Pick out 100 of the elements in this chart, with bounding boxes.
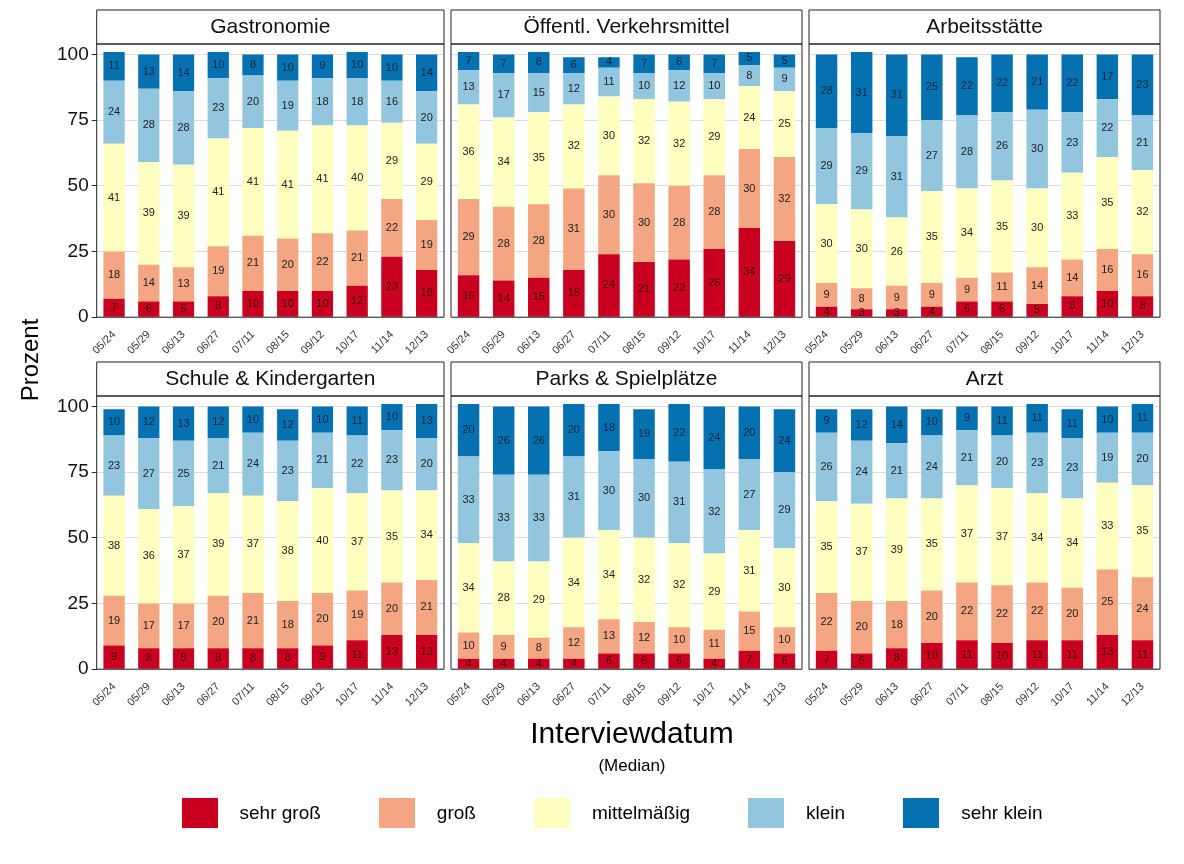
- bar: [956, 301, 978, 317]
- bar: [956, 114, 978, 189]
- data-label: 12: [351, 294, 364, 307]
- bar: [103, 298, 125, 317]
- data-label: 10: [708, 79, 721, 92]
- legend-label: sehr klein: [961, 802, 1043, 824]
- data-label: 20: [1066, 607, 1079, 620]
- data-label: 22: [820, 614, 833, 627]
- bar: [416, 54, 438, 92]
- bar: [956, 57, 978, 115]
- data-label: 38: [281, 544, 294, 557]
- data-label: 24: [1136, 601, 1149, 614]
- bar: [277, 600, 299, 649]
- bar: [850, 600, 873, 654]
- y-tick-label: 100: [57, 42, 89, 64]
- data-label: 30: [855, 241, 868, 254]
- bar: [381, 256, 403, 317]
- data-label: 38: [107, 538, 121, 551]
- data-label: 28: [673, 215, 686, 228]
- data-label: 10: [385, 60, 399, 73]
- data-label: 36: [142, 549, 155, 562]
- data-label: 34: [462, 580, 475, 593]
- data-label: 13: [462, 80, 475, 93]
- bar: [1096, 635, 1119, 669]
- bar: [598, 96, 620, 176]
- data-label: 14: [1031, 278, 1044, 291]
- bar: [991, 585, 1013, 643]
- bar: [346, 590, 368, 641]
- data-label: 13: [420, 644, 433, 657]
- bar: [921, 498, 943, 591]
- bar: [242, 54, 264, 76]
- bar: [738, 86, 761, 150]
- data-label: 37: [855, 545, 868, 558]
- data-label: 16: [1136, 268, 1149, 281]
- bar: [1096, 156, 1119, 249]
- data-label: 6: [781, 654, 788, 667]
- bar: [815, 54, 838, 129]
- data-label: 27: [142, 466, 155, 479]
- bar: [242, 648, 264, 669]
- data-label: 11: [603, 75, 615, 88]
- data-label: 32: [567, 139, 580, 152]
- data-label: 14: [890, 417, 903, 430]
- data-label: 17: [177, 618, 190, 631]
- data-label: 12: [673, 79, 686, 92]
- bar: [457, 543, 480, 633]
- bar: [457, 198, 480, 276]
- bar: [277, 80, 299, 131]
- bar: [457, 275, 480, 317]
- data-label: 18: [107, 268, 121, 281]
- data-label: 8: [249, 58, 257, 71]
- bar: [956, 485, 978, 583]
- data-label: 10: [351, 58, 364, 71]
- data-label: 24: [602, 278, 616, 291]
- legend-label: mittelmäßig: [591, 802, 691, 824]
- data-label: 24: [778, 433, 791, 446]
- data-label: 10: [281, 296, 294, 309]
- bar: [668, 185, 690, 260]
- bar: [103, 409, 125, 436]
- bar: [1061, 296, 1083, 317]
- data-label: 10: [925, 648, 938, 661]
- data-label: 35: [820, 540, 833, 553]
- data-label: 28: [497, 236, 510, 249]
- data-label: 41: [107, 190, 121, 203]
- y-axis-title: Prozent: [16, 318, 44, 402]
- data-label: 20: [246, 94, 260, 107]
- chart-title: Arzt: [965, 365, 1004, 389]
- text: (Median): [597, 756, 667, 776]
- data-label: 29: [708, 584, 721, 597]
- bar: [850, 133, 873, 210]
- data-label: 30: [1031, 220, 1044, 233]
- bar: [703, 248, 725, 317]
- bar: [991, 180, 1013, 273]
- data-label: 13: [385, 644, 399, 657]
- data-label: 14: [177, 65, 190, 78]
- data-label: 11: [996, 413, 1008, 426]
- data-label: 7: [111, 300, 118, 313]
- data-label: 29: [532, 592, 545, 605]
- data-label: 21: [212, 458, 225, 471]
- data-label: 26: [708, 275, 721, 288]
- data-label: 27: [743, 487, 756, 500]
- data-label: 11: [1136, 647, 1149, 660]
- data-label: 35: [925, 537, 938, 550]
- data-label: 7: [465, 54, 472, 67]
- bar: [277, 501, 299, 601]
- data-label: 10: [462, 638, 475, 651]
- data-label: 9: [823, 287, 830, 300]
- data-label: 21: [246, 256, 260, 269]
- data-label: 4: [711, 656, 718, 669]
- bar: [703, 175, 725, 249]
- data-label: 5: [781, 54, 788, 67]
- bar: [346, 78, 368, 126]
- data-label: 10: [316, 296, 329, 309]
- bar: [773, 653, 796, 669]
- bar: [773, 91, 796, 157]
- data-label: 18: [316, 94, 329, 107]
- bar: [850, 209, 873, 289]
- data-label: 7: [711, 56, 718, 69]
- data-label: 24: [107, 105, 121, 118]
- bar: [138, 438, 160, 509]
- bar: [492, 206, 515, 281]
